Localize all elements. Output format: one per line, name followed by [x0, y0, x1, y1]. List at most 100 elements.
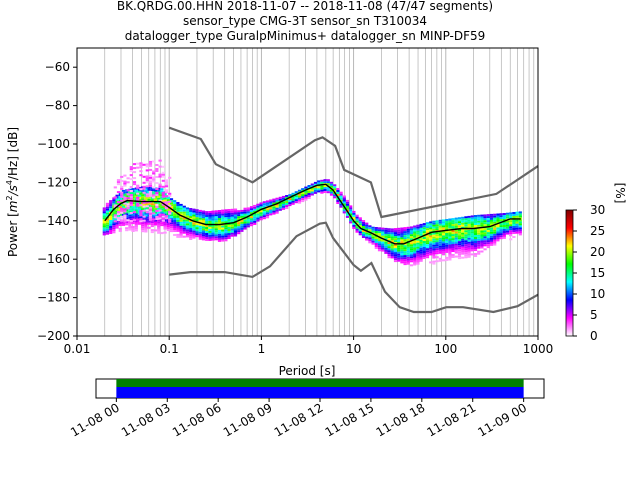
- psd-cell-1156: [390, 244, 394, 247]
- psd-cell-1543: [457, 221, 462, 224]
- psd-cell-1467: [445, 227, 449, 229]
- psd-cell-1955: [139, 174, 143, 177]
- psd-cell-640: [214, 232, 218, 235]
- psd-cell-1420: [435, 248, 439, 251]
- psd-cell-515: [189, 220, 193, 222]
- psd-cell-608: [208, 228, 212, 231]
- psd-cell-1934: [132, 167, 137, 170]
- psd-cell-389: [163, 223, 167, 226]
- psd-cell-1154: [390, 240, 394, 243]
- psd-cell-723: [233, 212, 238, 215]
- psd-cell-1812: [505, 224, 510, 227]
- psd-cell-1262: [409, 244, 414, 247]
- psd-cell-1813: [505, 226, 510, 229]
- psd-cell-1745: [489, 235, 494, 238]
- psd-cell-568: [198, 237, 202, 240]
- psd-cell-1759: [493, 231, 497, 234]
- psd-cell-650: [217, 222, 222, 224]
- psd-cell-1482: [448, 218, 452, 221]
- psd-cell-1855: [518, 215, 522, 218]
- psd-cell-1102: [377, 239, 382, 242]
- psd-cell-1589: [464, 230, 468, 233]
- psd-cell-736: [237, 212, 241, 215]
- psd-cell-646: [217, 214, 222, 216]
- psd-cell-774: [246, 217, 250, 220]
- psd-cell-1697: [480, 244, 484, 247]
- colorbar-tick-label-3: 15: [590, 266, 605, 280]
- psd-cell-554: [198, 209, 202, 212]
- psd-cell-633: [214, 218, 218, 221]
- psd-cell-1873: [116, 181, 121, 184]
- psd-cell-1096: [377, 227, 382, 230]
- psd-cell-157: [128, 224, 132, 227]
- psd-cell-1103: [377, 241, 382, 244]
- psd-cell-585: [205, 213, 209, 215]
- psd-cell-775: [246, 219, 250, 222]
- psd-cell-1185: [397, 237, 401, 240]
- psd-cell-260: [144, 216, 148, 219]
- psd-cell-1687: [480, 224, 484, 227]
- psd-cell-285: [147, 220, 151, 223]
- psd-cell-132: [125, 215, 129, 218]
- psd-cell-984: [336, 198, 340, 200]
- psd-cell-670: [221, 229, 225, 232]
- psd-cell-561: [198, 223, 202, 226]
- psd-cell-180: [131, 230, 135, 232]
- psd-cell-1594: [464, 240, 468, 243]
- psd-cell-766: [243, 223, 247, 226]
- psd-cell-1844: [515, 215, 519, 218]
- psd-cell-1631: [470, 229, 474, 232]
- psd-cell-2077: [168, 204, 172, 207]
- psd-cell-1695: [480, 240, 484, 243]
- psd-cell-831: [265, 210, 270, 213]
- psd-cell-788: [249, 224, 254, 227]
- psd-cell-400: [166, 209, 170, 212]
- psd-cell-1876: [116, 201, 121, 204]
- psd-cell-93: [118, 214, 122, 216]
- psd-cell-1057: [361, 236, 366, 238]
- psd-cell-72: [115, 208, 119, 211]
- psd-cell-1394: [432, 238, 436, 241]
- psd-cell-862: [278, 202, 282, 205]
- psd-cell-23: [105, 220, 110, 223]
- psd-cell-1921: [129, 174, 133, 177]
- psd-cell-607: [208, 226, 212, 229]
- psd-cell-583: [201, 238, 206, 241]
- psd-cell-1091: [374, 239, 378, 241]
- psd-cell-474: [179, 227, 183, 230]
- psd-cell-387: [163, 219, 167, 222]
- psd-cell-883: [288, 200, 292, 203]
- psd-cell-1452: [441, 235, 446, 238]
- psd-cell-875: [285, 199, 289, 201]
- psd-cell-1198: [400, 229, 404, 232]
- psd-cell-2030: [155, 206, 159, 208]
- psd-cell-221: [137, 222, 142, 225]
- psd-cell-1335: [422, 231, 426, 234]
- psd-cell-417: [169, 210, 174, 213]
- psd-cell-1970: [142, 201, 146, 204]
- psd-cell-426: [169, 228, 174, 231]
- psd-cell-1702: [483, 218, 487, 221]
- psd-cell-1911: [126, 189, 130, 192]
- psd-cell-1597: [464, 246, 468, 249]
- psd-cell-905: [301, 188, 305, 191]
- psd-cell-1764: [493, 241, 497, 244]
- psd-cell-1165: [393, 232, 398, 235]
- psd-cell-170: [131, 208, 135, 211]
- psd-cell-1494: [448, 242, 452, 245]
- psd-cell-258: [144, 212, 148, 215]
- psd-cell-570: [201, 212, 206, 215]
- psd-cell-624: [211, 230, 215, 233]
- psd-cell-626: [211, 234, 215, 237]
- psd-cell-1871: [113, 220, 117, 223]
- psd-cell-1123: [384, 233, 388, 236]
- psd-cell-535: [192, 228, 196, 231]
- psd-cell-1457: [441, 245, 446, 248]
- psd-cell-149: [128, 208, 132, 211]
- psd-cell-978: [333, 196, 337, 199]
- psd-cell-1752: [493, 217, 497, 220]
- psd-cell-291: [150, 193, 154, 196]
- psd-cell-627: [211, 236, 215, 239]
- psd-cell-1202: [400, 237, 404, 240]
- psd-cell-1920: [129, 170, 133, 173]
